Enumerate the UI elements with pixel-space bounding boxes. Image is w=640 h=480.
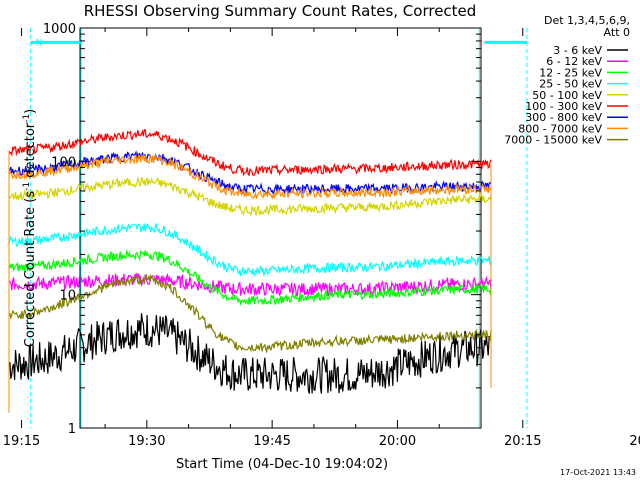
x-tick-label: 20:15 xyxy=(504,434,541,449)
x-axis-label: Start Time (04-Dec-10 19:04:02) xyxy=(176,457,388,472)
y-tick-label: 1 xyxy=(68,422,76,437)
footer-timestamp: 17-Oct-2021 13:43 xyxy=(560,468,636,477)
legend-label: 6 - 12 keV xyxy=(546,55,602,68)
legend-label: 100 - 300 keV xyxy=(525,100,602,113)
y-axis-label-end: ) xyxy=(23,109,38,114)
series-group xyxy=(8,128,492,413)
x-tick-label: 19:45 xyxy=(253,434,290,449)
series-line-4 xyxy=(8,176,492,217)
chart-title: RHESSI Observing Summary Count Rates, Co… xyxy=(84,2,477,20)
y-tick-label: 1000 xyxy=(43,22,76,37)
series-line-1 xyxy=(8,272,492,297)
y-axis-label-mid: detector xyxy=(23,122,38,182)
legend-label: 800 - 7000 keV xyxy=(518,122,602,135)
series-line-2 xyxy=(8,249,492,307)
axes-group: 19:15 19:30 19:45 20:00 20:15 20:30 1 10 100 1000 xyxy=(3,22,640,449)
y-tick-label: 10 xyxy=(59,289,76,304)
legend-label: 12 - 25 keV xyxy=(539,66,602,79)
series-line-8 xyxy=(8,273,492,354)
x-tick-label: 20:00 xyxy=(379,434,416,449)
x-tick-label: 19:30 xyxy=(128,434,165,449)
plot-frame xyxy=(79,27,482,429)
y-tick-label: 100 xyxy=(51,155,76,170)
series-line-0 xyxy=(8,313,492,394)
x-tick-label: 19:15 xyxy=(3,434,40,449)
y-axis-label-sup1: -1 xyxy=(22,182,32,191)
legend-label: 25 - 50 keV xyxy=(539,78,602,91)
y-axis-label-main: Corrected Count Rate (s xyxy=(23,191,38,348)
legend-label: 50 - 100 keV xyxy=(532,89,602,102)
y-axis-label: Corrected Count Rate (s-1 detector-1) xyxy=(22,109,38,347)
legend-title-line1: Det 1,3,4,5,6,9, xyxy=(544,14,630,27)
series-line-7 xyxy=(8,153,491,200)
y-axis-label-sup2: -1 xyxy=(22,114,32,123)
legend-title-line2: Att 0 xyxy=(604,26,630,39)
series-line-3 xyxy=(8,222,492,278)
attenuator-state-label: N xyxy=(36,38,43,48)
series-line-5 xyxy=(8,128,492,177)
attenuator-markers: N xyxy=(30,28,528,428)
x-tick-label: 20:30 xyxy=(629,434,640,449)
legend-label: 3 - 6 keV xyxy=(553,44,602,57)
legend-label: 7000 - 15000 keV xyxy=(504,134,602,147)
legend-label: 300 - 800 keV xyxy=(525,111,602,124)
